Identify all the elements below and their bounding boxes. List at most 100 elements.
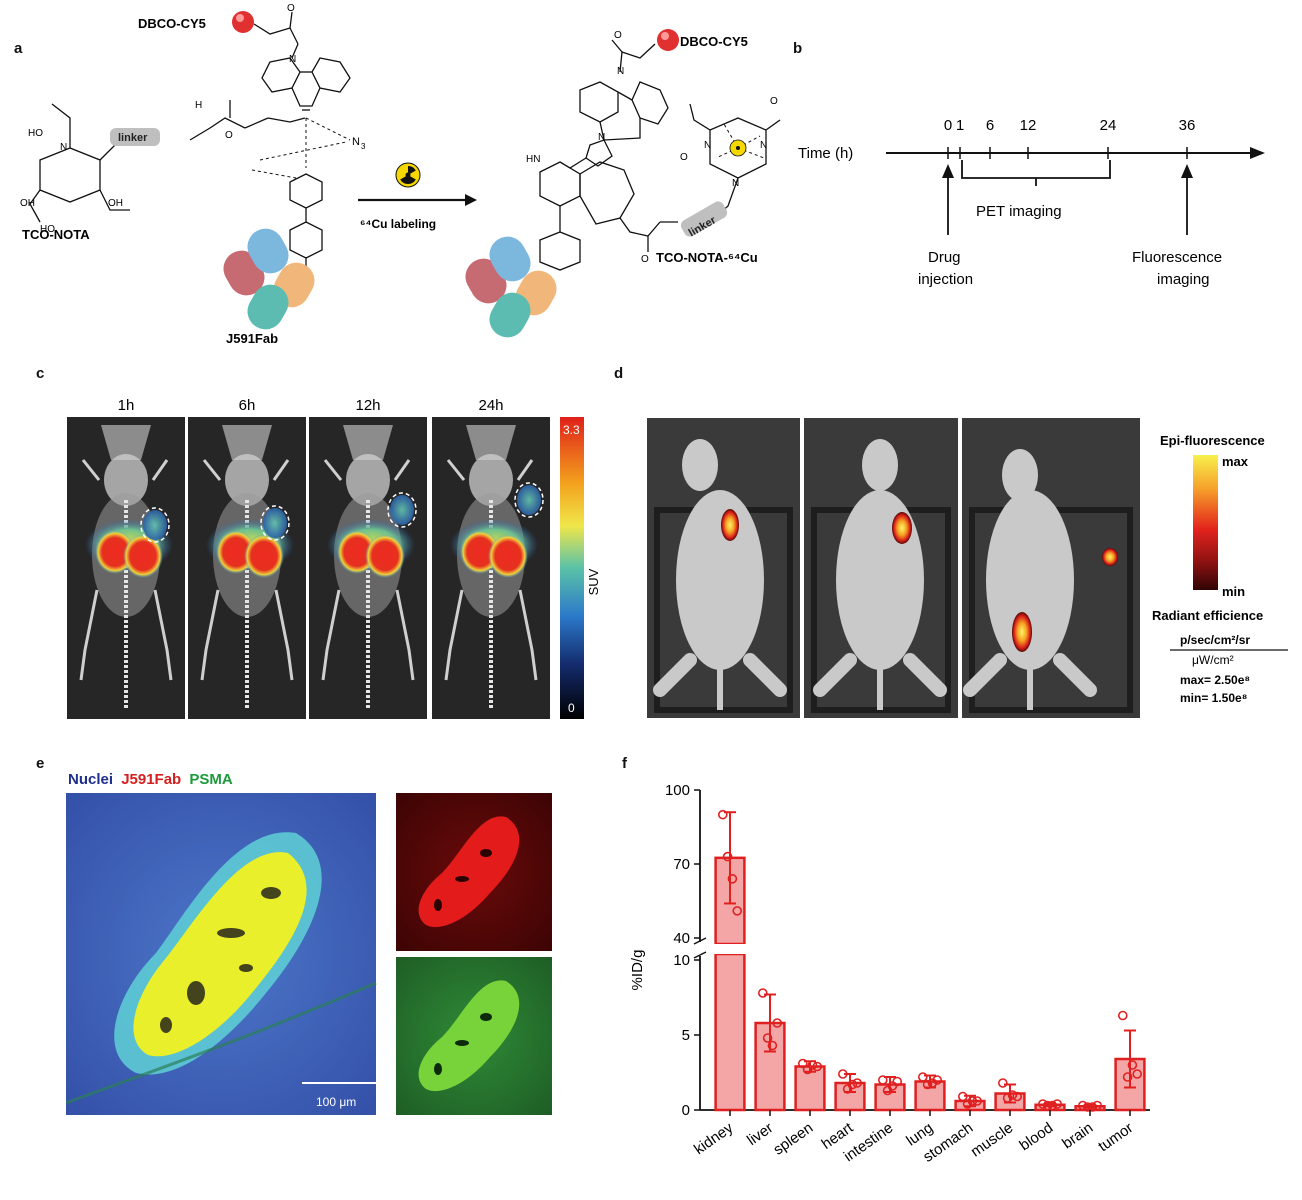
point-muscle-2 bbox=[1002, 1093, 1013, 1103]
drug-injection-label-2: injection bbox=[918, 271, 973, 288]
timeline-tick-36: 36 bbox=[1179, 117, 1196, 134]
tumor-outline-12h bbox=[387, 492, 417, 528]
tco-nota-label: TCO-NOTA bbox=[22, 227, 90, 242]
y-tick-5: 5 bbox=[682, 1027, 690, 1044]
point-heart-3 bbox=[847, 1079, 858, 1090]
fluorescence-image-3 bbox=[962, 418, 1140, 718]
merged-image: 100 μm bbox=[66, 793, 378, 1115]
dbco-label-product: DBCO-CY5 bbox=[680, 34, 748, 49]
svg-text:N: N bbox=[60, 142, 67, 153]
panel-label-b: b bbox=[793, 40, 803, 57]
point-tumor-4 bbox=[1132, 1069, 1143, 1079]
point-brain-2 bbox=[1082, 1102, 1093, 1112]
linker-box-right bbox=[680, 201, 728, 237]
x-label-brain: brain bbox=[1059, 1119, 1096, 1152]
point-kidney-2 bbox=[722, 851, 733, 862]
epi-title: Epi-fluorescence bbox=[1160, 433, 1265, 448]
x-label-muscle: muscle bbox=[968, 1119, 1017, 1160]
point-kidney-3 bbox=[727, 874, 738, 884]
point-spleen-4 bbox=[812, 1061, 822, 1072]
panel-label-c: c bbox=[36, 365, 45, 382]
point-muscle-3 bbox=[1007, 1090, 1018, 1100]
epi-max: max bbox=[1222, 454, 1249, 469]
pet-image-12h bbox=[309, 417, 427, 719]
tco-nota-cu-label: TCO-NOTA-⁶⁴Cu bbox=[656, 250, 758, 265]
point-lung-1 bbox=[917, 1072, 928, 1082]
suv-axis-label: SUV bbox=[586, 568, 600, 595]
pet-time-label-1h: 1h bbox=[118, 397, 135, 414]
radiation-icon-left bbox=[395, 162, 421, 188]
svg-text:linker: linker bbox=[118, 132, 148, 144]
point-spleen-3 bbox=[807, 1060, 818, 1070]
pet-time-label-12h: 12h bbox=[355, 397, 380, 414]
svg-text:O: O bbox=[287, 3, 295, 14]
radiation-icon-product bbox=[729, 139, 747, 157]
point-kidney-4 bbox=[732, 906, 742, 916]
point-kidney-1 bbox=[718, 809, 728, 820]
timeline-tick-0: 0 bbox=[944, 117, 952, 134]
timeline-tick-24: 24 bbox=[1100, 117, 1117, 134]
y-tick-70: 70 bbox=[673, 856, 690, 873]
point-lung-3 bbox=[927, 1078, 938, 1088]
fluorescence-hotspot-3-2 bbox=[1012, 612, 1032, 652]
x-label-kidney: kidney bbox=[691, 1119, 737, 1158]
fluorescence-imaging-label-1: Fluorescence bbox=[1132, 249, 1222, 266]
svg-text:N: N bbox=[760, 140, 767, 151]
point-tumor-3 bbox=[1127, 1060, 1138, 1070]
point-tumor-1 bbox=[1117, 1010, 1128, 1021]
svg-text:H: H bbox=[195, 100, 202, 111]
svg-text:O: O bbox=[614, 30, 622, 41]
svg-text:N: N bbox=[289, 54, 296, 65]
panel-d: Epi-fluorescence max min Radiant efficie… bbox=[640, 410, 1300, 720]
fluorescence-image-2 bbox=[804, 418, 958, 718]
bar-kidney-lower bbox=[714, 952, 746, 1112]
svg-text:OH: OH bbox=[20, 198, 35, 209]
panel-f-chart: %ID/g 0 5 10 40 70 100 kidney liver spleen heart… bbox=[610, 770, 1170, 1195]
point-stomach-1 bbox=[957, 1091, 968, 1102]
point-brain-4 bbox=[1092, 1100, 1103, 1111]
point-blood-1 bbox=[1037, 1099, 1048, 1109]
cy5-sphere-icon-product bbox=[657, 29, 679, 51]
point-liver-1 bbox=[758, 988, 768, 998]
pet-time-label-6h: 6h bbox=[239, 397, 256, 414]
unit-numerator: p/sec/cm²/sr bbox=[1180, 633, 1250, 647]
min-value: min= 1.50e⁸ bbox=[1180, 691, 1247, 705]
timeline-tick-6: 6 bbox=[986, 117, 994, 134]
fluorescence-hotspot-1-1 bbox=[721, 509, 739, 541]
svg-text:N: N bbox=[598, 132, 605, 143]
cy5-sphere-icon bbox=[232, 11, 254, 33]
epi-colorbar bbox=[1193, 455, 1218, 590]
tumor-outline-24h bbox=[514, 482, 544, 518]
legend-psma: PSMA bbox=[189, 771, 233, 788]
unit-denominator: μW/cm² bbox=[1192, 653, 1234, 667]
panel-b-timeline: Time (h) 0 1 6 12 24 36 PET imaging Drug inje… bbox=[798, 117, 1265, 288]
chart-ylabel: %ID/g bbox=[629, 950, 646, 991]
fluorescence-image-1 bbox=[647, 418, 800, 718]
point-liver-2 bbox=[762, 1033, 773, 1043]
fluorescence-imaging-label-2: imaging bbox=[1157, 271, 1210, 288]
point-liver-4 bbox=[772, 1018, 782, 1028]
point-stomach-3 bbox=[967, 1096, 978, 1106]
pet-image-grid: 1h 6h 12h 24h 3.3 0 SUV bbox=[67, 397, 601, 719]
fluorescence-hotspot-3-1 bbox=[1102, 548, 1118, 566]
panel-label-f: f bbox=[622, 755, 627, 772]
point-intestine-1 bbox=[877, 1075, 888, 1085]
time-axis-label: Time (h) bbox=[798, 145, 853, 162]
point-stomach-4 bbox=[972, 1096, 983, 1106]
panel-e: Nuclei J591Fab PSMA bbox=[60, 765, 560, 1125]
panel-label-d: d bbox=[614, 365, 624, 382]
pet-imaging-label: PET imaging bbox=[976, 203, 1062, 220]
y-tick-10: 10 bbox=[673, 952, 690, 969]
y-tick-40: 40 bbox=[673, 930, 690, 947]
epi-min: min bbox=[1222, 584, 1245, 599]
point-blood-2 bbox=[1042, 1100, 1053, 1111]
svg-text:O: O bbox=[680, 152, 688, 163]
pet-image-1h bbox=[67, 417, 185, 719]
max-value: max= 2.50e⁸ bbox=[1180, 673, 1250, 687]
point-liver-3 bbox=[767, 1040, 778, 1051]
suv-min-label: 0 bbox=[568, 701, 575, 715]
point-stomach-2 bbox=[962, 1099, 973, 1109]
point-brain-1 bbox=[1077, 1100, 1088, 1111]
j591fab-antibody-icon bbox=[223, 228, 315, 330]
point-tumor-2 bbox=[1122, 1072, 1133, 1082]
